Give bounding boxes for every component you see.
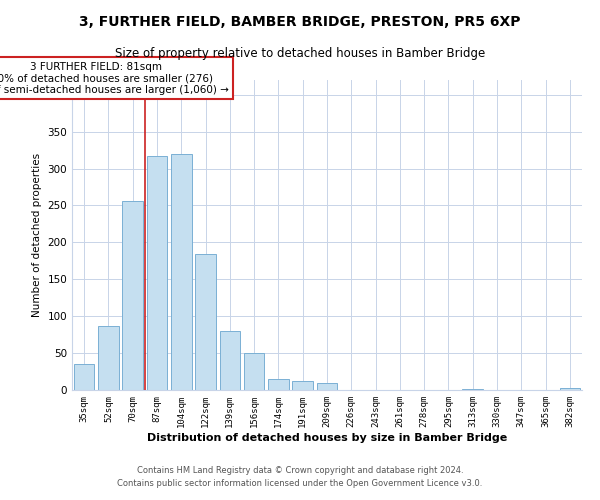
Y-axis label: Number of detached properties: Number of detached properties bbox=[32, 153, 42, 317]
Bar bbox=[463, 388, 483, 390]
Bar bbox=[146, 156, 167, 390]
Text: 3 FURTHER FIELD: 81sqm
← 20% of detached houses are smaller (276)
78% of semi-de: 3 FURTHER FIELD: 81sqm ← 20% of detached… bbox=[0, 62, 229, 95]
Text: 3, FURTHER FIELD, BAMBER BRIDGE, PRESTON, PR5 6XP: 3, FURTHER FIELD, BAMBER BRIDGE, PRESTON… bbox=[79, 15, 521, 29]
Bar bbox=[171, 154, 191, 390]
Bar bbox=[268, 379, 289, 390]
Bar bbox=[98, 326, 119, 390]
Bar bbox=[560, 388, 580, 390]
Bar bbox=[317, 384, 337, 390]
Bar bbox=[220, 331, 240, 390]
Bar bbox=[292, 381, 313, 390]
X-axis label: Distribution of detached houses by size in Bamber Bridge: Distribution of detached houses by size … bbox=[147, 432, 507, 442]
Text: Size of property relative to detached houses in Bamber Bridge: Size of property relative to detached ho… bbox=[115, 48, 485, 60]
Bar bbox=[74, 364, 94, 390]
Bar bbox=[244, 353, 265, 390]
Bar bbox=[122, 201, 143, 390]
Text: Contains HM Land Registry data © Crown copyright and database right 2024.
Contai: Contains HM Land Registry data © Crown c… bbox=[118, 466, 482, 487]
Bar bbox=[195, 254, 216, 390]
